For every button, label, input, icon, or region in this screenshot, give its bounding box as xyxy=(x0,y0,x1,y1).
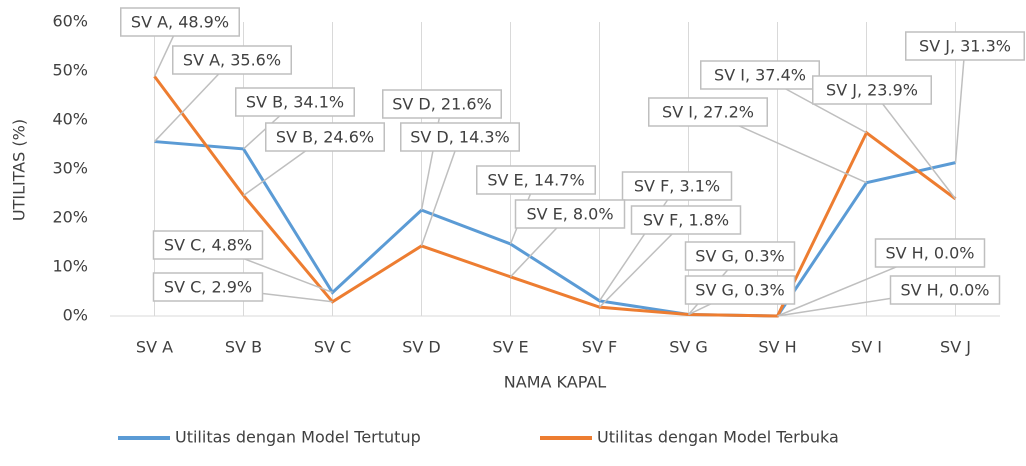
data-label: SV E, 8.0% xyxy=(526,205,613,224)
data-label: SV J, 31.3% xyxy=(919,37,1011,56)
callout-box xyxy=(514,199,626,229)
legend-label: Utilitas dengan Model Tertutup xyxy=(175,428,421,447)
y-tick-label: 40% xyxy=(52,110,88,129)
x-tick-label: SV B xyxy=(225,338,262,357)
legend-label: Utilitas dengan Model Terbuka xyxy=(597,428,839,447)
callout-box xyxy=(476,165,596,195)
callout-box xyxy=(889,275,1001,305)
callout-box xyxy=(874,238,986,268)
data-label: SV I, 37.4% xyxy=(714,66,806,85)
x-tick-label: SV I xyxy=(851,338,882,357)
y-tick-label: 20% xyxy=(52,208,88,227)
data-label: SV I, 27.2% xyxy=(662,103,754,122)
y-tick-label: 60% xyxy=(52,12,88,31)
x-tick-label: SV C xyxy=(314,338,351,357)
data-label: SV C, 4.8% xyxy=(164,236,252,255)
callout-box xyxy=(120,7,240,37)
callout-box xyxy=(812,75,932,105)
callout-leader xyxy=(954,45,966,163)
callout-box xyxy=(700,60,820,90)
data-label: SV B, 34.1% xyxy=(246,93,344,112)
x-tick-label: SV A xyxy=(136,338,173,357)
callout-box xyxy=(684,275,796,305)
callout-box xyxy=(235,87,355,117)
callout-leader xyxy=(420,103,443,211)
x-tick-label: SV G xyxy=(669,338,708,357)
data-label: SV A, 48.9% xyxy=(131,13,229,32)
callout-box xyxy=(152,230,264,260)
callout-box xyxy=(905,31,1025,61)
x-axis-title: NAMA KAPAL xyxy=(504,373,606,392)
x-tick-label: SV E xyxy=(492,338,528,357)
x-tick-label: SV H xyxy=(758,338,796,357)
series-line xyxy=(153,75,957,318)
data-label: SV A, 35.6% xyxy=(183,51,281,70)
callout-box xyxy=(400,122,520,152)
y-tick-label: 0% xyxy=(63,306,88,325)
callout-box xyxy=(152,272,264,302)
data-label: SV J, 23.9% xyxy=(826,81,918,100)
y-tick-label: 50% xyxy=(52,61,88,80)
callout-box xyxy=(172,45,292,75)
x-tick-label: SV D xyxy=(402,338,441,357)
y-axis-title: UTILITAS (%) xyxy=(10,119,29,221)
callout-leader xyxy=(420,136,461,247)
callout-box xyxy=(382,89,502,119)
data-label: SV B, 24.6% xyxy=(276,128,374,147)
data-label: SV E, 14.7% xyxy=(487,171,584,190)
data-label: SV D, 14.3% xyxy=(410,128,510,147)
x-tick-label: SV F xyxy=(582,338,617,357)
callout-box xyxy=(630,205,742,235)
data-label: SV F, 3.1% xyxy=(634,177,720,196)
callout-box xyxy=(684,241,796,271)
y-tick-label: 10% xyxy=(52,257,88,276)
callout-leader xyxy=(598,185,678,302)
series-line xyxy=(154,140,956,318)
data-label: SV D, 21.6% xyxy=(392,95,492,114)
callout-box xyxy=(621,171,733,201)
y-tick-label: 30% xyxy=(52,159,88,178)
callout-leader xyxy=(871,89,957,200)
callout-box xyxy=(648,97,768,127)
data-label: SV F, 1.8% xyxy=(643,211,729,230)
data-label: SV C, 2.9% xyxy=(164,278,252,297)
data-label: SV H, 0.0% xyxy=(885,244,974,263)
callout-box xyxy=(265,122,385,152)
data-label: SV G, 0.3% xyxy=(695,281,784,300)
data-label: SV H, 0.0% xyxy=(900,281,989,300)
x-tick-label: SV J xyxy=(940,338,971,357)
data-label: SV G, 0.3% xyxy=(695,247,784,266)
